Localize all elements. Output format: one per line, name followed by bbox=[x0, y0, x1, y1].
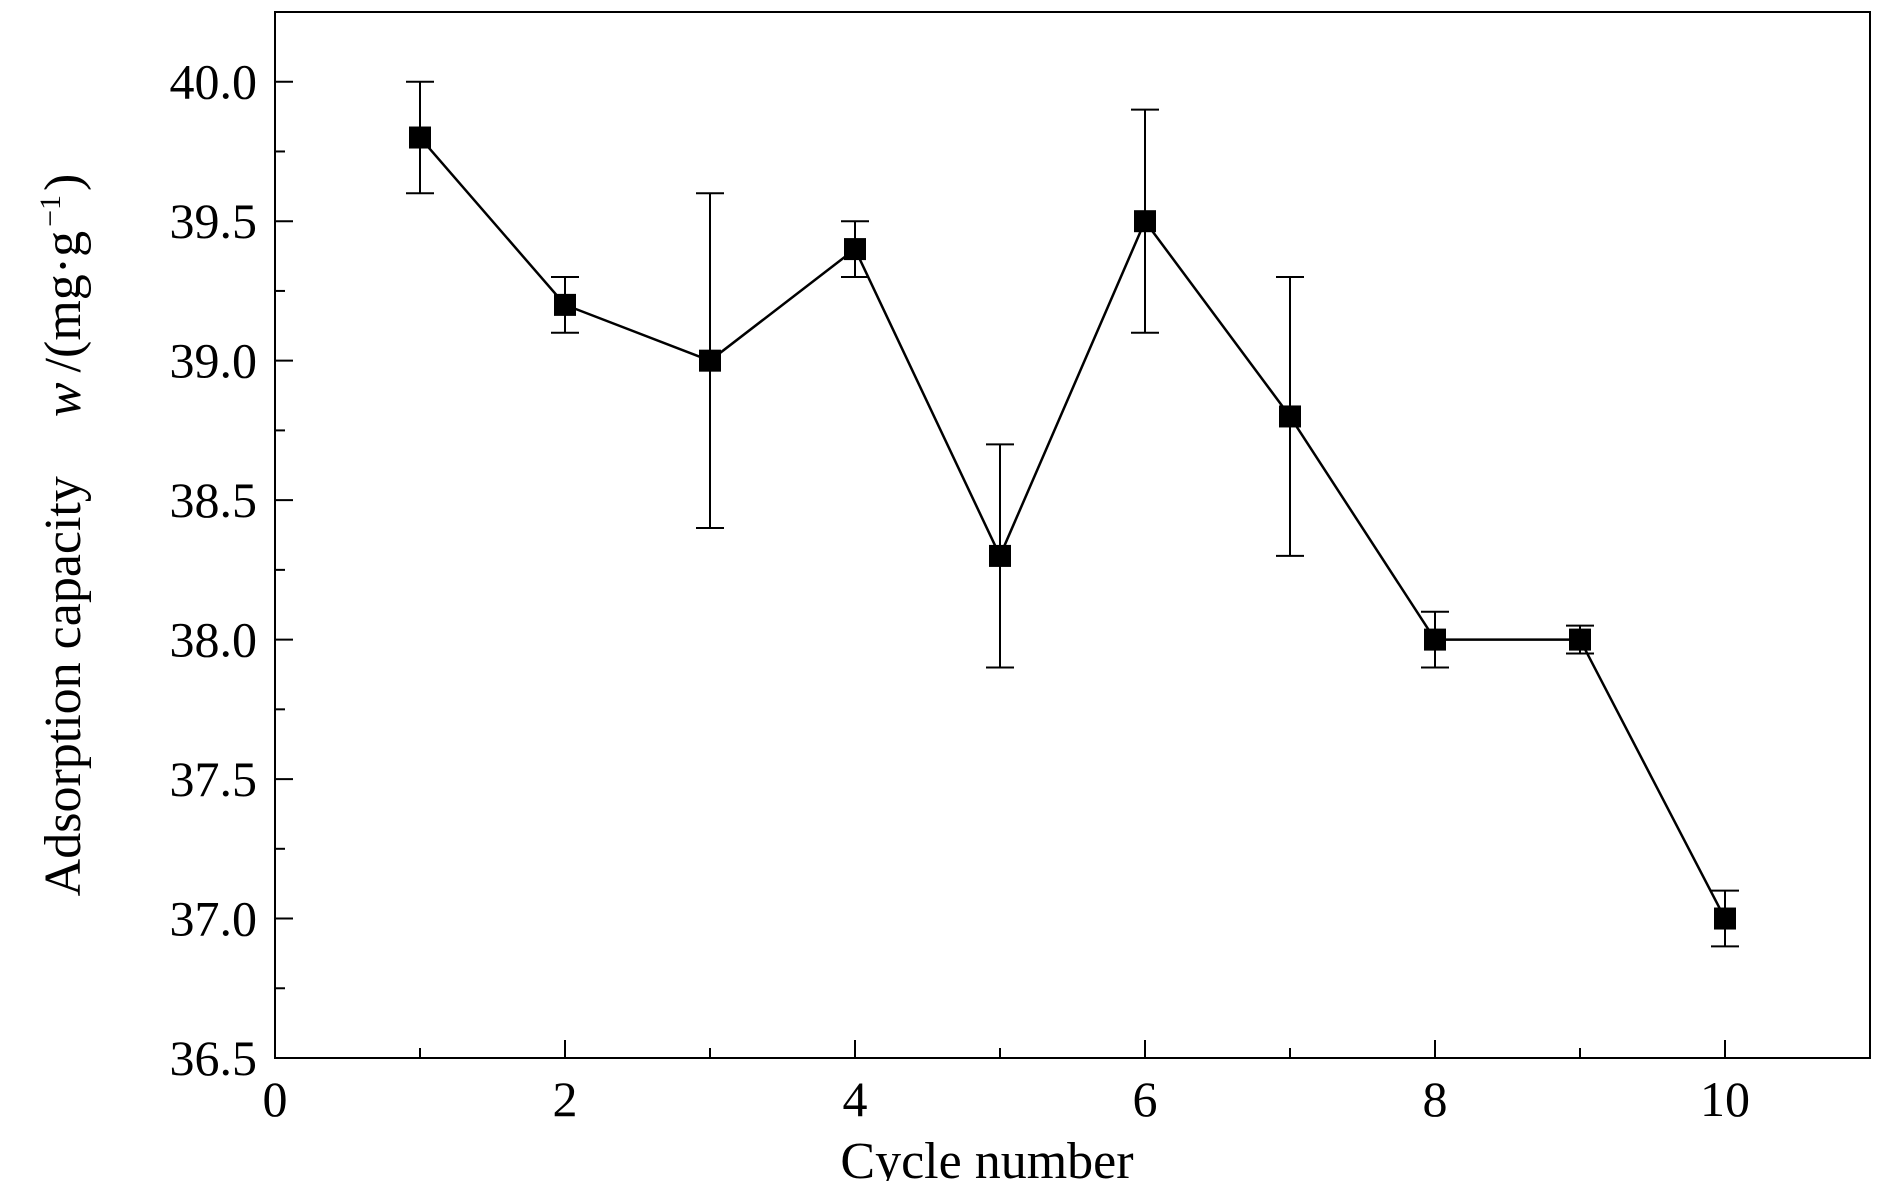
x-tick-label: 2 bbox=[553, 1071, 578, 1127]
x-tick-label: 6 bbox=[1133, 1071, 1158, 1127]
axis-tick-labels: 0 2 4 6 8 10 36.5 37.0 37.5 38.0 38.5 39.0 39.5 40.0 bbox=[170, 54, 1751, 1127]
x-axis-title: Cycle number bbox=[840, 1133, 1133, 1181]
data-point bbox=[1279, 405, 1301, 428]
y-tick-label: 37.5 bbox=[170, 751, 258, 807]
x-tick-label: 10 bbox=[1700, 1071, 1750, 1127]
data-markers bbox=[409, 126, 1736, 930]
x-tick-label: 0 bbox=[263, 1071, 288, 1127]
y-axis-unit-exponent: −1 bbox=[34, 195, 67, 227]
data-point bbox=[409, 126, 431, 149]
data-point bbox=[844, 238, 866, 261]
y-axis-unit: /(mg·g bbox=[35, 231, 92, 373]
data-point bbox=[989, 544, 1011, 567]
data-point bbox=[1134, 210, 1156, 233]
y-axis-symbol: w bbox=[35, 382, 92, 417]
x-tick-label: 8 bbox=[1423, 1071, 1448, 1127]
y-axis-unit-close: ) bbox=[35, 174, 92, 191]
y-axis-quantity: Adsorption capacity bbox=[35, 476, 92, 896]
y-tick-label: 38.0 bbox=[170, 612, 258, 668]
y-tick-label: 40.0 bbox=[170, 54, 258, 110]
data-point bbox=[1424, 628, 1446, 651]
data-point bbox=[1569, 628, 1591, 651]
data-point bbox=[1714, 907, 1736, 930]
y-tick-label: 37.0 bbox=[170, 891, 258, 947]
y-tick-label: 38.5 bbox=[170, 472, 258, 528]
y-axis-title: Adsorption capacity w /(mg·g −1 ) bbox=[34, 174, 92, 897]
y-tick-label: 39.0 bbox=[170, 333, 258, 389]
error-bars bbox=[406, 80, 1739, 948]
plot-frame bbox=[274, 11, 1871, 1059]
y-tick-label: 36.5 bbox=[170, 1030, 258, 1086]
data-point bbox=[554, 293, 576, 316]
x-tick-label: 4 bbox=[843, 1071, 868, 1127]
axis-ticks bbox=[274, 80, 1726, 1059]
series-line bbox=[419, 136, 1727, 920]
data-point bbox=[699, 349, 721, 372]
y-tick-label: 39.5 bbox=[170, 193, 258, 249]
